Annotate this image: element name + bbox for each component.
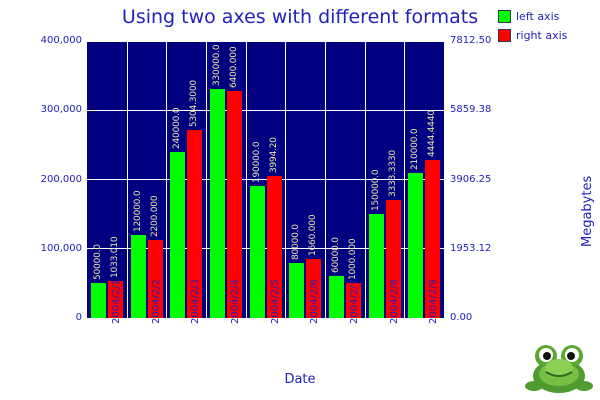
bar-left-axis (209, 89, 225, 318)
bar-value-label-right-axis: 5304.3000 (189, 80, 200, 127)
legend-label-right-axis: right axis (516, 29, 568, 42)
chart-title: Using two axes with different formats (121, 6, 479, 28)
bar-right-axis (226, 91, 242, 318)
gridline-horizontal (87, 248, 444, 250)
bar-value-label-left-axis: 60000.0 (330, 237, 341, 274)
x-axis-tick-label: 2004/2/1 (110, 279, 122, 324)
bar-left-axis (249, 186, 265, 318)
bar-value-label-right-axis: 3333.3330 (387, 149, 398, 197)
gridline-vertical (404, 41, 405, 318)
legend-item-left-axis: left axis (498, 10, 594, 23)
y-axis-tick-label-right: 3906.25 (450, 173, 492, 185)
x-axis-tick-label: 2004/2/3 (190, 279, 202, 324)
bar-value-label-right-axis: 6400.000 (228, 46, 239, 89)
legend-swatch-left-axis (498, 10, 511, 23)
bar-value-label-left-axis: 50000.0 (92, 244, 103, 281)
bar-right-axis (425, 160, 441, 318)
x-axis-tick-label: 2004/2/7 (348, 279, 360, 324)
gridline-vertical (365, 41, 366, 318)
bar-right-axis (266, 176, 282, 318)
bar-value-label-right-axis: 1033.010 (109, 237, 120, 279)
y-axis-tick-label-left: 300,000 (40, 104, 82, 116)
bar-value-label-right-axis: 1660.000 (308, 214, 319, 257)
bar-right-axis (345, 282, 361, 318)
y-axis-tick-label-left: 100,000 (40, 242, 82, 254)
gridline-vertical (246, 41, 247, 318)
gridline-vertical (166, 41, 167, 318)
x-axis-tick-label: 2004/2/5 (269, 279, 281, 324)
y-axis-tick-label-left: 400,000 (40, 35, 82, 46)
y-axis-tick-label-right: 5859.38 (450, 104, 492, 116)
gridline-vertical (285, 41, 286, 318)
bar-left-axis (130, 234, 146, 318)
gridline-vertical (325, 41, 326, 318)
bar-left-axis (368, 214, 384, 318)
gridline-horizontal (87, 109, 444, 111)
bar-value-label-right-axis: 4444.4440 (427, 110, 438, 158)
bar-value-label-left-axis: 210000.0 (410, 128, 421, 170)
bar-value-label-left-axis: 150000.0 (370, 169, 381, 212)
bar-right-axis (147, 240, 163, 318)
y-axis-tick-label-right: 0.00 (450, 312, 473, 323)
gridline-vertical (127, 41, 128, 318)
x-axis-tick-label: 2004/2/9 (428, 279, 440, 324)
legend-swatch-right-axis (498, 29, 511, 42)
bar-value-label-left-axis: 190000.0 (251, 142, 262, 184)
legend-item-right-axis: right axis (498, 29, 594, 42)
bar-right-axis (306, 259, 322, 318)
bar-value-label-left-axis: 240000.0 (172, 107, 183, 149)
bar-left-axis (408, 172, 424, 318)
bar-value-label-right-axis: 2200.000 (149, 195, 160, 237)
y-axis-tick-label-right: 7812.50 (450, 35, 492, 46)
bar-right-axis (187, 129, 203, 318)
legend: left axis right axis (498, 10, 594, 48)
y-axis-tick-label-left: 200,000 (40, 173, 82, 185)
bar-right-axis (107, 281, 123, 318)
x-axis-tick-label: 2004/2/4 (229, 279, 241, 324)
bar-value-label-right-axis: 1000.000 (347, 238, 358, 280)
bar-value-label-right-axis: 3994.20 (268, 137, 279, 174)
bar-left-axis (289, 262, 305, 318)
x-axis-tick-label: 2004/2/6 (309, 279, 321, 324)
gridline-horizontal (87, 179, 444, 180)
bar-value-label-left-axis: 80000.0 (291, 223, 302, 260)
plot-area: 50000.0 1033.010 120000.0 2200.000 240000.0 5… (87, 40, 444, 318)
bar-right-axis (385, 199, 401, 318)
x-axis-tick-label: 2004/2/8 (388, 279, 400, 324)
y-axis-tick-label-right: 1953.12 (450, 242, 492, 254)
gridline-vertical (206, 41, 207, 318)
bar-value-label-left-axis: 120000.0 (132, 190, 143, 232)
gridline-horizontal (87, 40, 444, 42)
y-axis-tick-label-left: 0 (75, 312, 82, 323)
x-axis-tick-label: 2004/2/2 (150, 279, 162, 324)
x-axis-title: Date (284, 372, 316, 387)
bar-value-label-left-axis: 330000.0 (211, 45, 222, 87)
bar-left-axis (170, 151, 186, 318)
bar-left-axis (328, 276, 344, 318)
frog-mascot-icon (525, 345, 593, 393)
bar-left-axis (90, 283, 106, 318)
legend-label-left-axis: left axis (516, 10, 560, 23)
y-axis-title-right: Megabytes (580, 175, 595, 247)
